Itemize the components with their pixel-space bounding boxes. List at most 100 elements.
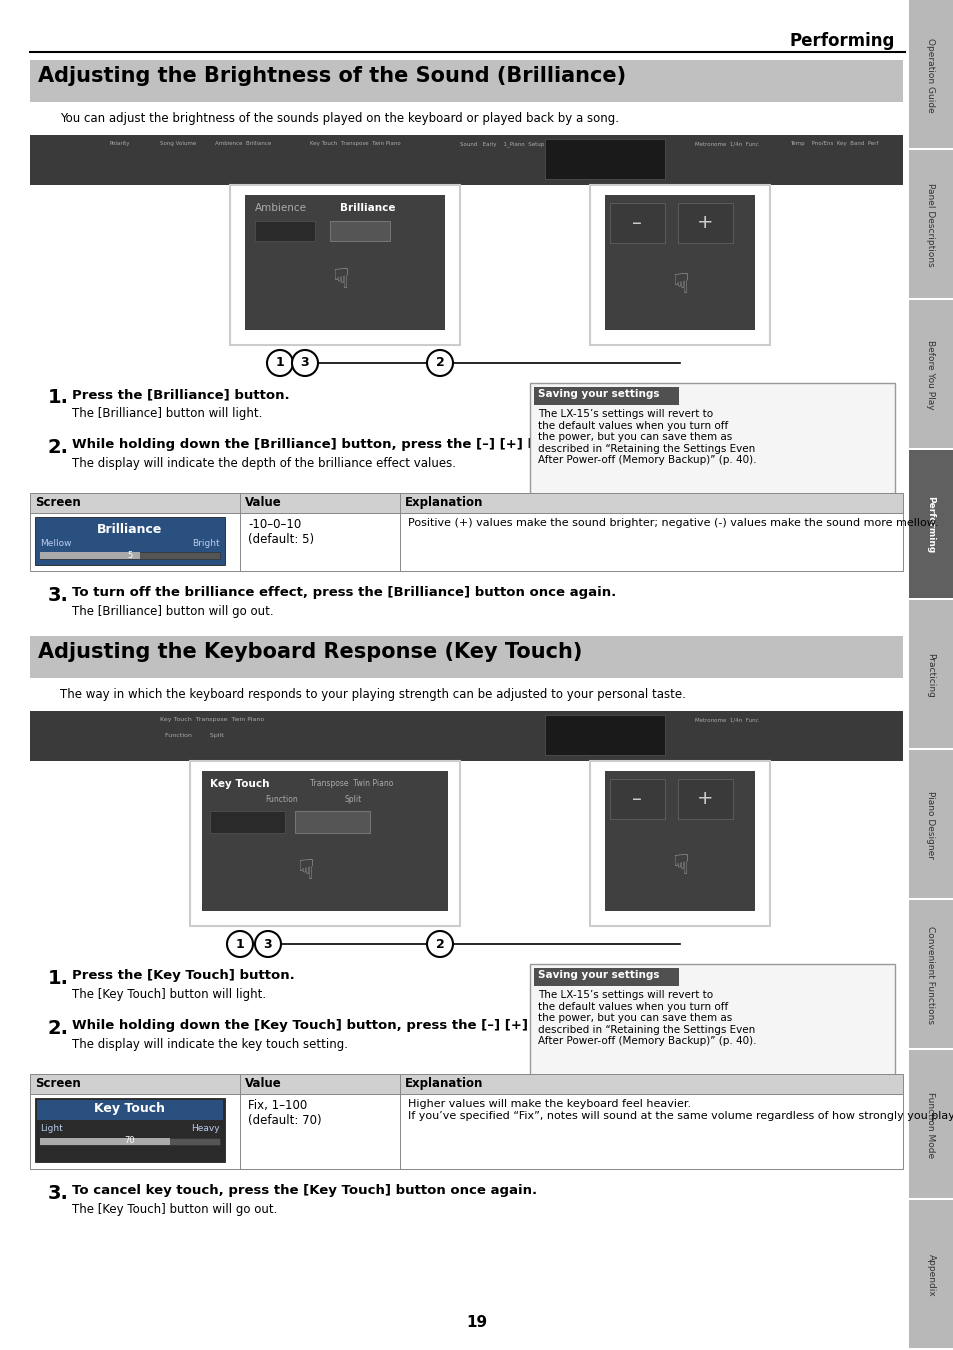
Bar (30, 59, 902, 103)
Text: Brilliance: Brilliance (97, 522, 163, 536)
Text: 19: 19 (466, 1315, 487, 1330)
Text: Ambience  Brilliance: Ambience Brilliance (214, 140, 271, 146)
Text: The [Brilliance] button will light.: The [Brilliance] button will light. (71, 406, 262, 420)
Text: Screen: Screen (35, 1077, 81, 1089)
Text: Transpose  Twin Piano: Transpose Twin Piano (310, 779, 393, 788)
Text: 2: 2 (436, 356, 444, 370)
Text: Convenient Functions: Convenient Functions (925, 926, 935, 1025)
Text: 1: 1 (275, 356, 284, 370)
Bar (589, 761, 769, 926)
Bar (40, 1138, 220, 1145)
Text: ☟: ☟ (671, 852, 688, 880)
Bar (254, 221, 314, 242)
Text: Key Touch: Key Touch (94, 1102, 165, 1115)
Text: Saving your settings: Saving your settings (537, 971, 659, 980)
Text: Saving your settings: Saving your settings (537, 389, 659, 400)
Text: Value: Value (245, 1077, 281, 1089)
Text: Explanation: Explanation (405, 1077, 483, 1089)
Bar (908, 300, 952, 448)
Text: The [Brilliance] button will go out.: The [Brilliance] button will go out. (71, 605, 274, 618)
Text: Practicing: Practicing (925, 652, 935, 698)
Text: While holding down the [Key Touch] button, press the [–] [+] buttons.: While holding down the [Key Touch] butto… (71, 1019, 595, 1031)
Text: The way in which the keyboard responds to your playing strength can be adjusted : The way in which the keyboard responds t… (60, 688, 685, 701)
Text: Panel Descriptions: Panel Descriptions (925, 184, 935, 267)
Text: –: – (632, 213, 641, 232)
Text: Appendix: Appendix (925, 1254, 935, 1296)
Bar (908, 1050, 952, 1197)
Bar (330, 221, 390, 242)
Bar (544, 716, 664, 755)
Circle shape (427, 350, 453, 377)
Bar (40, 1138, 170, 1145)
Text: 3: 3 (300, 356, 309, 370)
Text: Temp    Pno/Ens  Key  Band  Perf: Temp Pno/Ens Key Band Perf (789, 140, 878, 146)
Text: Value: Value (245, 495, 281, 509)
Text: ☟: ☟ (296, 857, 314, 886)
Bar (908, 450, 952, 598)
Text: Ambience: Ambience (254, 202, 307, 213)
Text: 3: 3 (263, 937, 272, 950)
Bar (30, 493, 902, 513)
Text: Positive (+) values make the sound brighter; negative (-) values make the sound : Positive (+) values make the sound brigh… (408, 518, 938, 528)
Text: The display will indicate the key touch setting.: The display will indicate the key touch … (71, 1038, 348, 1052)
Text: 1.: 1. (48, 387, 69, 406)
Text: Metronome  1/4n  Func: Metronome 1/4n Func (695, 717, 758, 722)
Text: +: + (696, 790, 713, 809)
Bar (589, 185, 769, 346)
Text: Press the [Key Touch] button.: Press the [Key Touch] button. (71, 969, 294, 981)
Text: 1.: 1. (48, 969, 69, 988)
Text: Higher values will make the keyboard feel heavier.
If you’ve specified “Fix”, no: Higher values will make the keyboard fee… (408, 1099, 953, 1120)
Bar (30, 1075, 902, 1094)
Text: Heavy: Heavy (192, 1125, 220, 1133)
Text: Key Touch  Transpose  Twin Piano: Key Touch Transpose Twin Piano (160, 717, 264, 722)
Text: The display will indicate the depth of the brilliance effect values.: The display will indicate the depth of t… (71, 458, 456, 470)
Bar (604, 771, 754, 911)
Bar (210, 811, 285, 833)
Bar (230, 185, 459, 346)
Text: To turn off the brilliance effect, press the [Brilliance] button once again.: To turn off the brilliance effect, press… (71, 586, 616, 599)
Text: Adjusting the Keyboard Response (Key Touch): Adjusting the Keyboard Response (Key Tou… (38, 643, 581, 662)
Text: 2: 2 (436, 937, 444, 950)
Circle shape (254, 931, 281, 957)
Text: Light: Light (40, 1125, 63, 1133)
Text: ☟: ☟ (671, 271, 688, 298)
Text: Song Volume: Song Volume (160, 140, 196, 146)
Text: To cancel key touch, press the [Key Touch] button once again.: To cancel key touch, press the [Key Touc… (71, 1184, 537, 1197)
Bar (678, 202, 732, 243)
Text: 3.: 3. (48, 1184, 69, 1203)
Text: +: + (696, 213, 713, 232)
Bar (202, 771, 448, 911)
Bar (30, 513, 902, 571)
Bar (544, 139, 664, 180)
Bar (245, 194, 444, 329)
Bar (530, 964, 894, 1079)
Text: –: – (632, 790, 641, 809)
Bar (908, 751, 952, 898)
Text: Sound   Early    1_Piano  Setup   Other: Sound Early 1_Piano Setup Other (459, 140, 564, 147)
Text: Performing: Performing (925, 497, 935, 554)
Bar (678, 779, 732, 819)
Text: 5: 5 (128, 551, 132, 560)
Text: Metronome  1/4n  Func: Metronome 1/4n Func (695, 140, 758, 146)
Text: 2.: 2. (48, 1019, 69, 1038)
Text: Piano Designer: Piano Designer (925, 791, 935, 859)
Text: Bright: Bright (193, 539, 220, 548)
Bar (35, 1098, 225, 1162)
Bar (604, 194, 754, 329)
Text: You can adjust the brightness of the sounds played on the keyboard or played bac: You can adjust the brightness of the sou… (60, 112, 618, 126)
Text: Press the [Brilliance] button.: Press the [Brilliance] button. (71, 387, 290, 401)
Text: The LX-15’s settings will revert to
the default values when you turn off
the pow: The LX-15’s settings will revert to the … (537, 409, 756, 466)
Bar (30, 711, 902, 761)
Bar (37, 1100, 223, 1120)
Text: The [Key Touch] button will light.: The [Key Touch] button will light. (71, 988, 266, 1000)
Bar (190, 761, 459, 926)
Circle shape (267, 350, 293, 377)
Bar (35, 517, 225, 566)
Bar (40, 552, 140, 559)
Circle shape (292, 350, 317, 377)
Text: Adjusting the Brightness of the Sound (Brilliance): Adjusting the Brightness of the Sound (B… (38, 66, 625, 86)
Text: Performing: Performing (789, 32, 894, 50)
Text: Brilliance: Brilliance (339, 202, 395, 213)
Bar (908, 599, 952, 748)
Bar (609, 202, 664, 243)
